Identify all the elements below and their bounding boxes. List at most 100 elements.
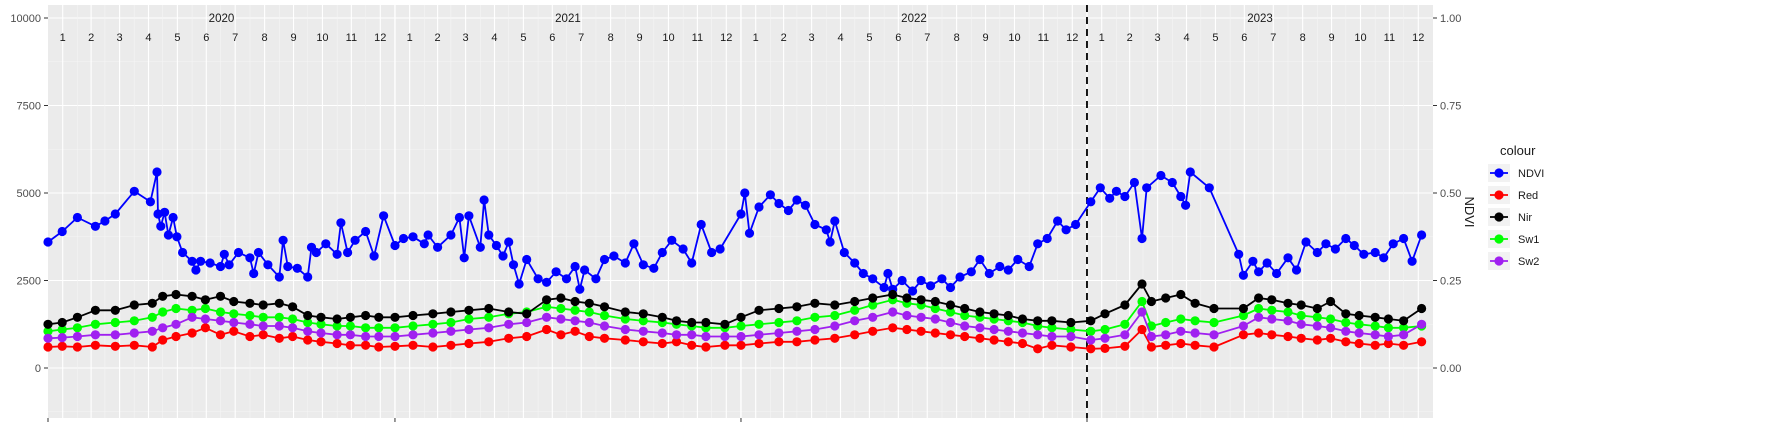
data-point bbox=[191, 265, 201, 275]
data-point bbox=[57, 341, 67, 351]
data-point bbox=[1399, 316, 1409, 326]
data-point bbox=[484, 312, 494, 322]
data-point bbox=[258, 330, 268, 340]
data-point bbox=[110, 341, 120, 351]
month-label: 3 bbox=[809, 32, 815, 44]
data-point bbox=[484, 323, 494, 333]
data-point bbox=[701, 317, 711, 328]
data-point bbox=[1354, 319, 1364, 329]
data-point bbox=[1086, 316, 1096, 326]
left-y-axis: 0 2500 5000 7500 10000 bbox=[10, 13, 48, 375]
data-point bbox=[754, 305, 764, 315]
data-point bbox=[945, 330, 956, 340]
data-point bbox=[744, 228, 755, 238]
data-point bbox=[1283, 331, 1293, 342]
data-point bbox=[390, 331, 400, 342]
data-point bbox=[1370, 321, 1380, 331]
data-point bbox=[219, 249, 229, 259]
data-point bbox=[830, 333, 840, 343]
data-point bbox=[888, 323, 898, 333]
data-point bbox=[1017, 328, 1028, 338]
data-point bbox=[1033, 344, 1043, 354]
data-point bbox=[274, 333, 284, 343]
data-point bbox=[584, 317, 594, 328]
data-point bbox=[171, 319, 181, 329]
data-point bbox=[599, 302, 610, 312]
data-point bbox=[158, 323, 168, 333]
data-point bbox=[930, 303, 940, 314]
data-point bbox=[316, 312, 326, 322]
data-point bbox=[609, 251, 619, 261]
data-point bbox=[1326, 333, 1336, 343]
data-point bbox=[1137, 233, 1147, 244]
data-point bbox=[361, 226, 371, 237]
data-point bbox=[1209, 303, 1219, 314]
data-point bbox=[1238, 270, 1248, 280]
data-point bbox=[701, 331, 711, 342]
data-point bbox=[72, 342, 82, 352]
data-point bbox=[504, 333, 514, 343]
data-point bbox=[1100, 324, 1110, 335]
data-point bbox=[902, 324, 912, 335]
data-point bbox=[1407, 256, 1417, 266]
data-point bbox=[945, 282, 956, 293]
right-axis-title: NDVI bbox=[1462, 196, 1477, 227]
data-point bbox=[345, 340, 355, 350]
data-point bbox=[200, 323, 210, 333]
data-point bbox=[303, 326, 313, 336]
data-point bbox=[720, 319, 730, 329]
data-point bbox=[1209, 317, 1219, 328]
data-point bbox=[570, 316, 580, 326]
data-point bbox=[657, 328, 667, 338]
data-point bbox=[657, 247, 667, 258]
data-point bbox=[245, 331, 255, 342]
data-point bbox=[1312, 335, 1322, 345]
data-point bbox=[1301, 237, 1311, 247]
data-point bbox=[975, 323, 985, 333]
data-point bbox=[288, 323, 298, 333]
data-point bbox=[1283, 253, 1293, 263]
data-point bbox=[129, 300, 139, 310]
data-point bbox=[754, 330, 764, 340]
data-point bbox=[1267, 305, 1277, 315]
data-point bbox=[245, 298, 255, 308]
legend-label: Red bbox=[1518, 190, 1538, 202]
data-point bbox=[1137, 296, 1147, 307]
data-point bbox=[945, 300, 956, 310]
data-point bbox=[1254, 293, 1264, 303]
data-point bbox=[850, 296, 860, 307]
year-label: 2021 bbox=[555, 13, 581, 25]
data-point bbox=[168, 212, 178, 223]
data-point bbox=[57, 226, 67, 237]
left-tick-label: 10000 bbox=[10, 13, 41, 25]
data-point bbox=[156, 221, 166, 231]
data-point bbox=[1326, 296, 1336, 307]
data-point bbox=[245, 310, 255, 321]
data-point bbox=[908, 286, 918, 296]
data-point bbox=[736, 312, 746, 322]
data-point bbox=[736, 331, 746, 342]
data-point bbox=[736, 209, 746, 219]
data-point bbox=[556, 303, 566, 314]
data-point bbox=[1370, 340, 1380, 350]
month-label: 7 bbox=[1270, 32, 1276, 44]
data-point bbox=[229, 296, 239, 307]
data-point bbox=[792, 302, 802, 312]
year-label: 2023 bbox=[1247, 13, 1273, 25]
data-point bbox=[390, 323, 400, 333]
data-point bbox=[1341, 317, 1351, 328]
data-point bbox=[1161, 293, 1171, 303]
data-point bbox=[629, 239, 639, 249]
data-point bbox=[1100, 343, 1110, 353]
data-point bbox=[171, 331, 181, 342]
data-point bbox=[821, 225, 831, 235]
data-point bbox=[657, 338, 667, 349]
data-point bbox=[1341, 309, 1351, 319]
data-point bbox=[200, 295, 210, 305]
data-point bbox=[215, 307, 226, 317]
data-point bbox=[1146, 342, 1156, 352]
data-point bbox=[916, 295, 926, 305]
data-point bbox=[454, 212, 464, 223]
data-point bbox=[687, 317, 697, 328]
